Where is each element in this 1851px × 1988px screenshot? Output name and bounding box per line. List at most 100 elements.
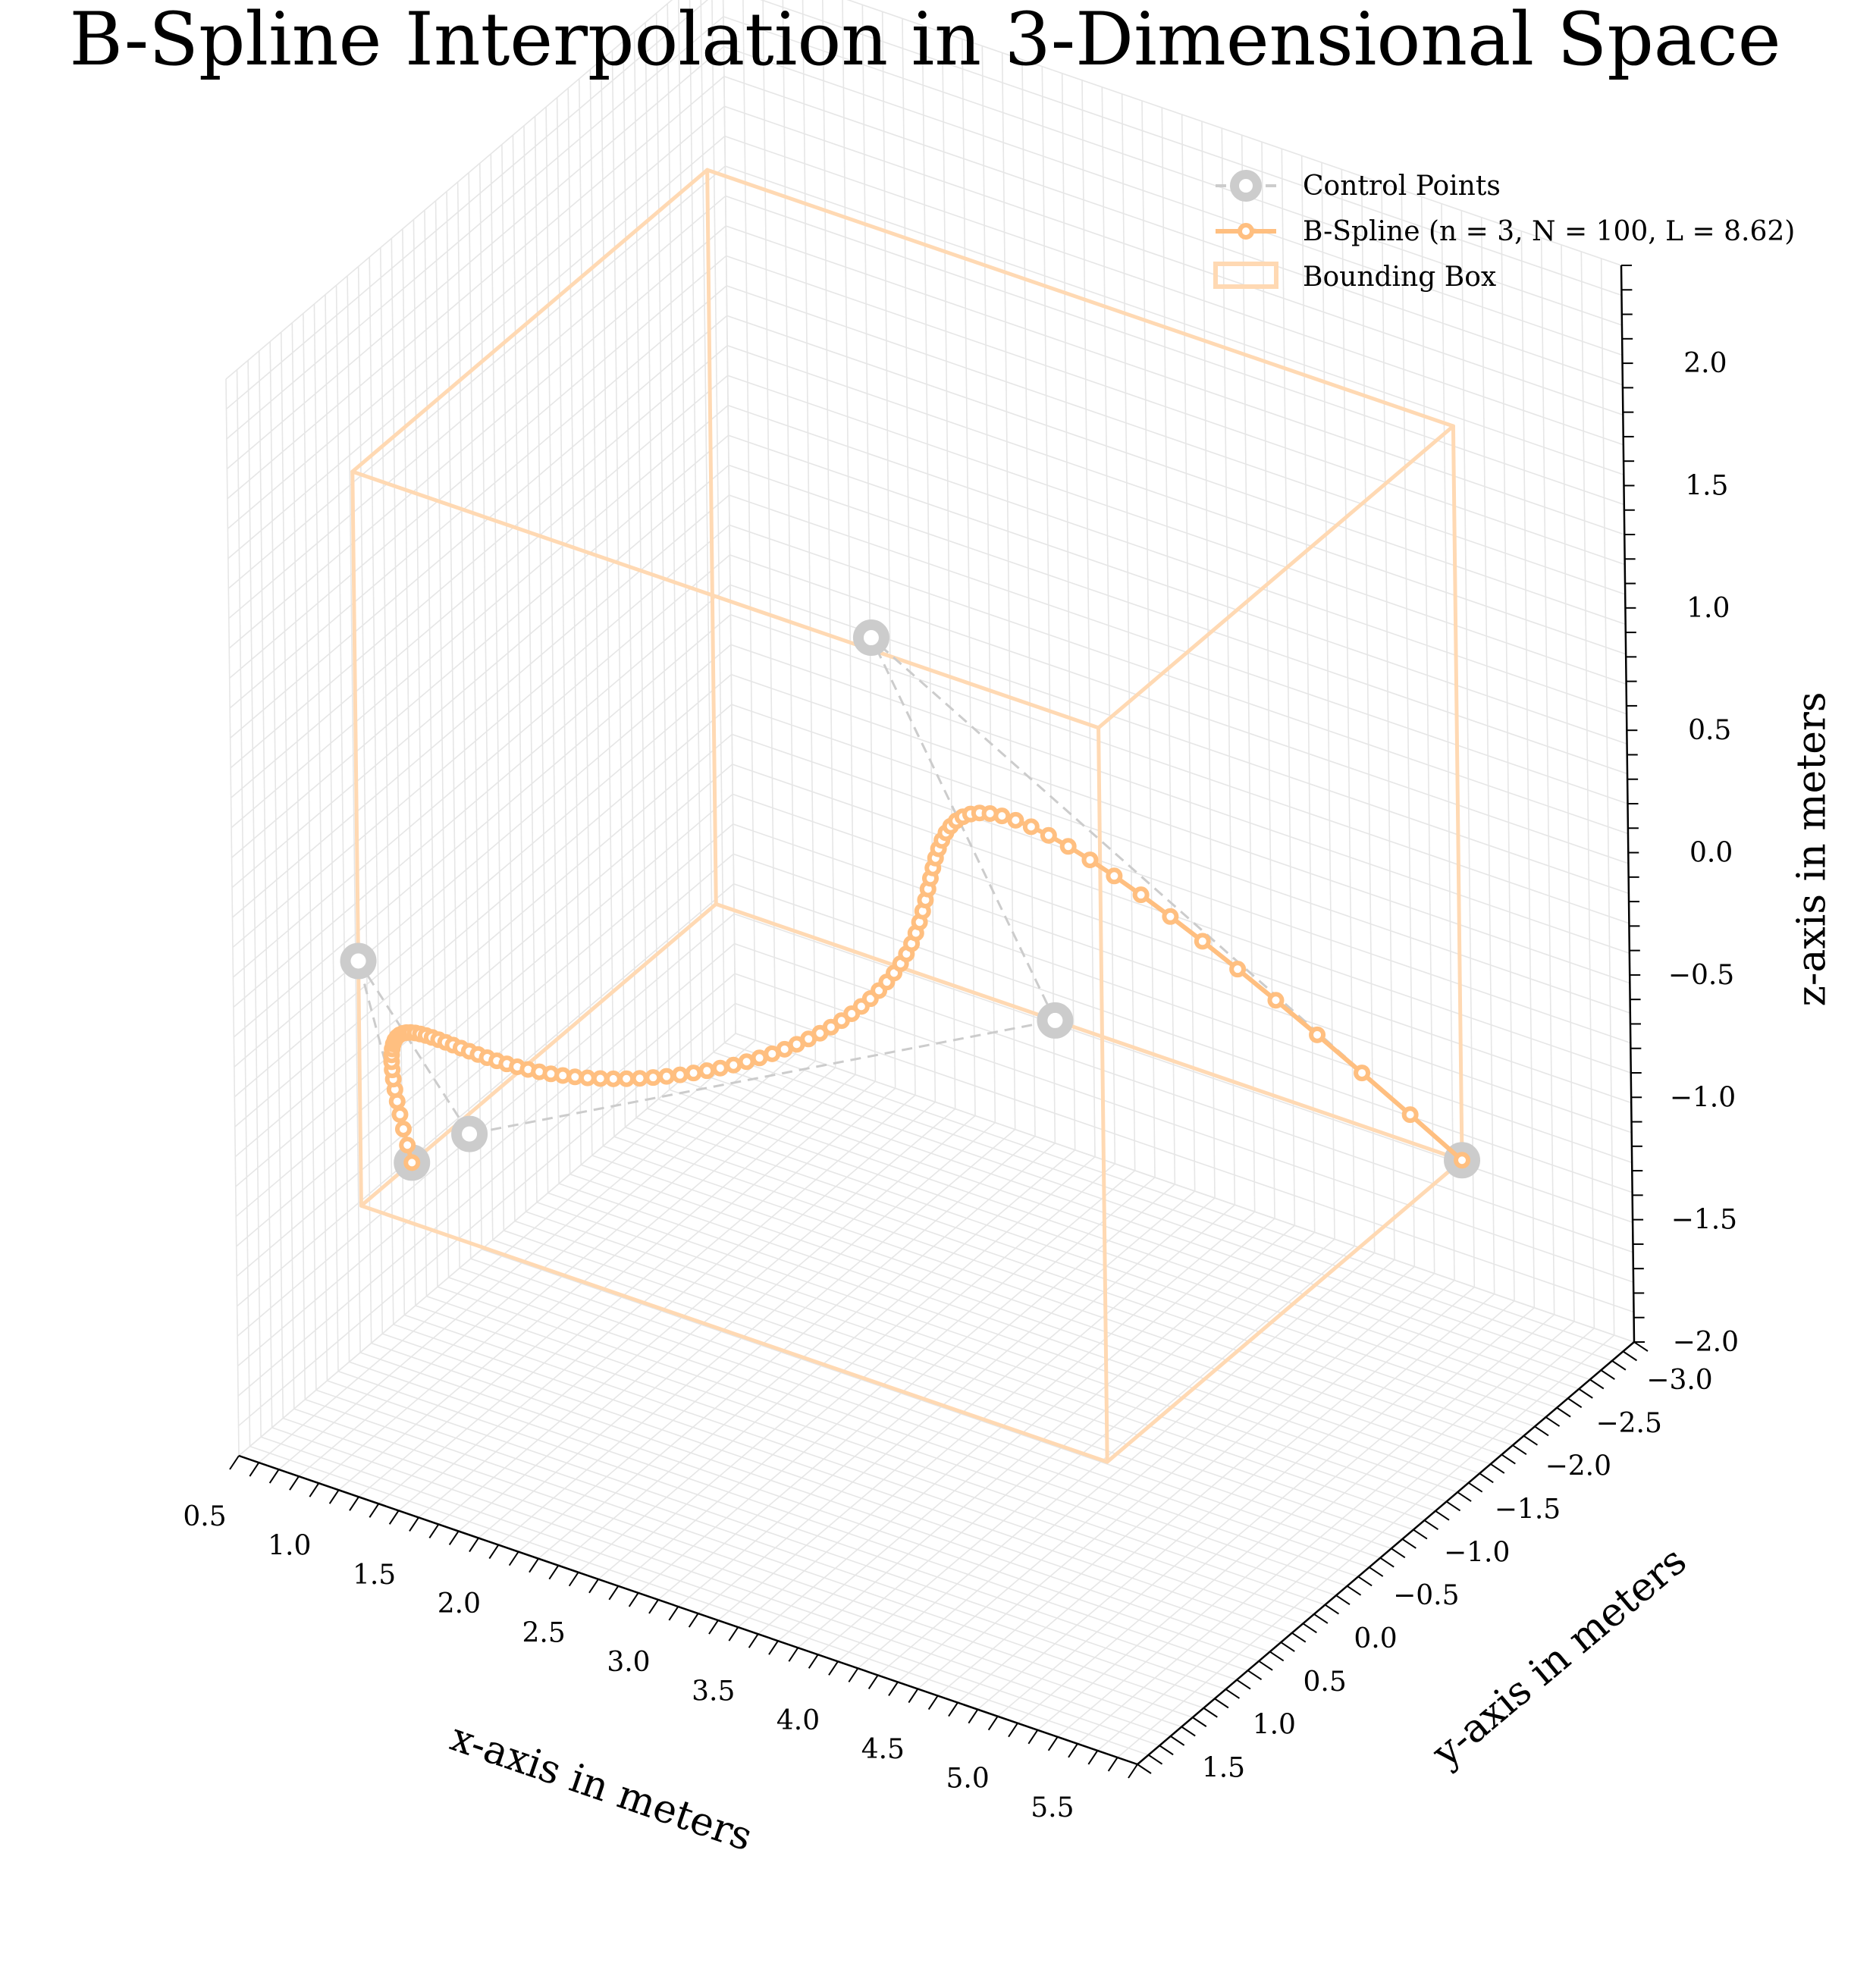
z-tick-label: −2.0 xyxy=(1673,1327,1739,1358)
y-axis-tick xyxy=(1490,1463,1505,1474)
spline-point xyxy=(1059,838,1077,855)
bounding-box-edge xyxy=(350,469,363,1208)
y-tick-label: 1.0 xyxy=(1253,1710,1296,1741)
grid-line-leftwall-z xyxy=(232,554,730,978)
y-axis-tick xyxy=(1247,1670,1263,1681)
grid-line-floor-x xyxy=(997,1293,1495,1717)
grid-line-floor-x xyxy=(937,1272,1435,1697)
x-axis-tick xyxy=(1027,1729,1039,1745)
grid-line-floor-y xyxy=(536,1202,1436,1512)
grid-line-floor-y xyxy=(393,1323,1293,1634)
spline-point xyxy=(1401,1106,1419,1124)
grid-line-leftwall-z xyxy=(234,704,733,1127)
bounding-box-edge xyxy=(714,901,1464,1162)
bounding-box-edge xyxy=(1096,424,1455,730)
grid-line-leftwall-z xyxy=(226,45,724,469)
grid-line-backwall-z xyxy=(730,614,1630,924)
x-axis-tick xyxy=(1068,1743,1078,1758)
grid-line-leftwall-z xyxy=(231,375,729,798)
spline-point xyxy=(738,1053,755,1071)
spline-point xyxy=(698,1062,716,1080)
grid-line-floor-y xyxy=(459,1267,1359,1578)
x-axis-tick xyxy=(808,1654,819,1669)
grid-line-floor-x xyxy=(897,1259,1395,1683)
grid-line-leftwall-z xyxy=(237,973,736,1397)
grid-line-floor-y xyxy=(349,1361,1248,1671)
spline-point xyxy=(399,1137,416,1154)
grid-line-leftwall-z xyxy=(237,913,735,1337)
y-tick-label: 0.5 xyxy=(1304,1667,1347,1698)
x-axis-tick xyxy=(788,1647,799,1662)
grid-line-leftwall-z xyxy=(231,464,729,889)
y-axis-tick xyxy=(1446,1500,1461,1512)
x-axis-tick xyxy=(728,1626,739,1642)
grid-line-backwall-z xyxy=(733,823,1632,1134)
spline-point xyxy=(1454,1152,1471,1169)
legend-control-label: Control Points xyxy=(1303,171,1501,202)
grid-line-backwall-z xyxy=(724,135,1624,446)
grid-line-floor-x xyxy=(977,1287,1475,1710)
bounding-box-edge xyxy=(705,168,718,906)
grid-line-floor-y xyxy=(359,1352,1260,1662)
grid-line-floor-x xyxy=(698,1190,1196,1614)
x-axis-tick xyxy=(568,1572,579,1587)
x-axis-tick xyxy=(867,1674,879,1689)
legend-spline-label: B-Spline (n = 3, N = 100, L = 8.62) xyxy=(1303,216,1795,247)
grid-line-leftwall-z xyxy=(231,405,729,829)
x-axis-tick xyxy=(1107,1757,1118,1772)
grid-line-floor-y xyxy=(625,1127,1524,1437)
x-axis-tick xyxy=(508,1551,519,1566)
grid-line-floor-x xyxy=(258,1039,756,1463)
x-axis-tick xyxy=(588,1579,599,1594)
x-axis-tick xyxy=(529,1558,539,1573)
grid-line-leftwall-z xyxy=(234,674,732,1098)
z-tick-label: −0.5 xyxy=(1668,960,1734,991)
grid-line-leftwall-z xyxy=(231,494,730,918)
grid-line-floor-x xyxy=(318,1060,816,1484)
y-axis-tick xyxy=(1423,1519,1438,1531)
y-tick-label: −2.0 xyxy=(1545,1451,1611,1482)
grid-line-backwall-x xyxy=(802,0,817,1061)
grid-line-leftwall-z xyxy=(231,434,729,858)
spline-point xyxy=(394,1121,412,1138)
grid-line-leftwall-z xyxy=(230,345,728,769)
grid-line-backwall-z xyxy=(723,76,1624,386)
y-tick-label: −2.5 xyxy=(1595,1408,1661,1439)
x-tick-label: 0.5 xyxy=(183,1501,226,1532)
y-axis-tick xyxy=(1313,1613,1329,1624)
grid-line-floor-y xyxy=(437,1286,1337,1596)
grid-line-floor-y xyxy=(547,1192,1447,1503)
grid-line-backwall-z xyxy=(727,404,1627,715)
grid-line-floor-x xyxy=(817,1231,1316,1655)
grid-line-backwall-z xyxy=(729,524,1629,835)
y-axis-tick xyxy=(1280,1642,1295,1652)
x-axis-tick xyxy=(249,1462,260,1477)
grid-line-floor-y xyxy=(504,1230,1403,1540)
x-tick-label: 2.0 xyxy=(438,1588,481,1620)
grid-line-backwall-z xyxy=(723,16,1623,326)
spline-point xyxy=(1354,1065,1371,1082)
grid-line-floor-y xyxy=(691,1070,1591,1381)
x-axis-tick xyxy=(888,1681,899,1697)
grid-line-leftwall-z xyxy=(238,1002,736,1427)
y-axis-tick xyxy=(1347,1585,1362,1596)
grid-line-floor-y xyxy=(305,1398,1204,1709)
grid-line-floor-y xyxy=(669,1089,1568,1400)
x-axis-tick xyxy=(987,1716,999,1731)
grid-line-floor-y xyxy=(249,1445,1149,1756)
bounding-box-edge xyxy=(359,1203,1109,1464)
control-points-layer xyxy=(340,619,1481,1181)
y-axis-tick xyxy=(1567,1397,1583,1409)
spline-point xyxy=(604,1070,622,1087)
y-axis-tick xyxy=(1225,1689,1240,1699)
grid-line-leftwall-z xyxy=(236,823,734,1247)
y-axis-tick xyxy=(1379,1557,1395,1568)
y-axis-tick xyxy=(1468,1482,1483,1493)
y-axis-tick xyxy=(1291,1632,1307,1643)
grid-line-backwall-z xyxy=(735,1033,1635,1343)
spline-point xyxy=(671,1066,689,1083)
grid-line-floor-y xyxy=(591,1155,1492,1465)
spline-point xyxy=(725,1056,742,1074)
grid-line-floor-x xyxy=(837,1238,1335,1662)
grid-line-floor-y xyxy=(448,1277,1347,1587)
